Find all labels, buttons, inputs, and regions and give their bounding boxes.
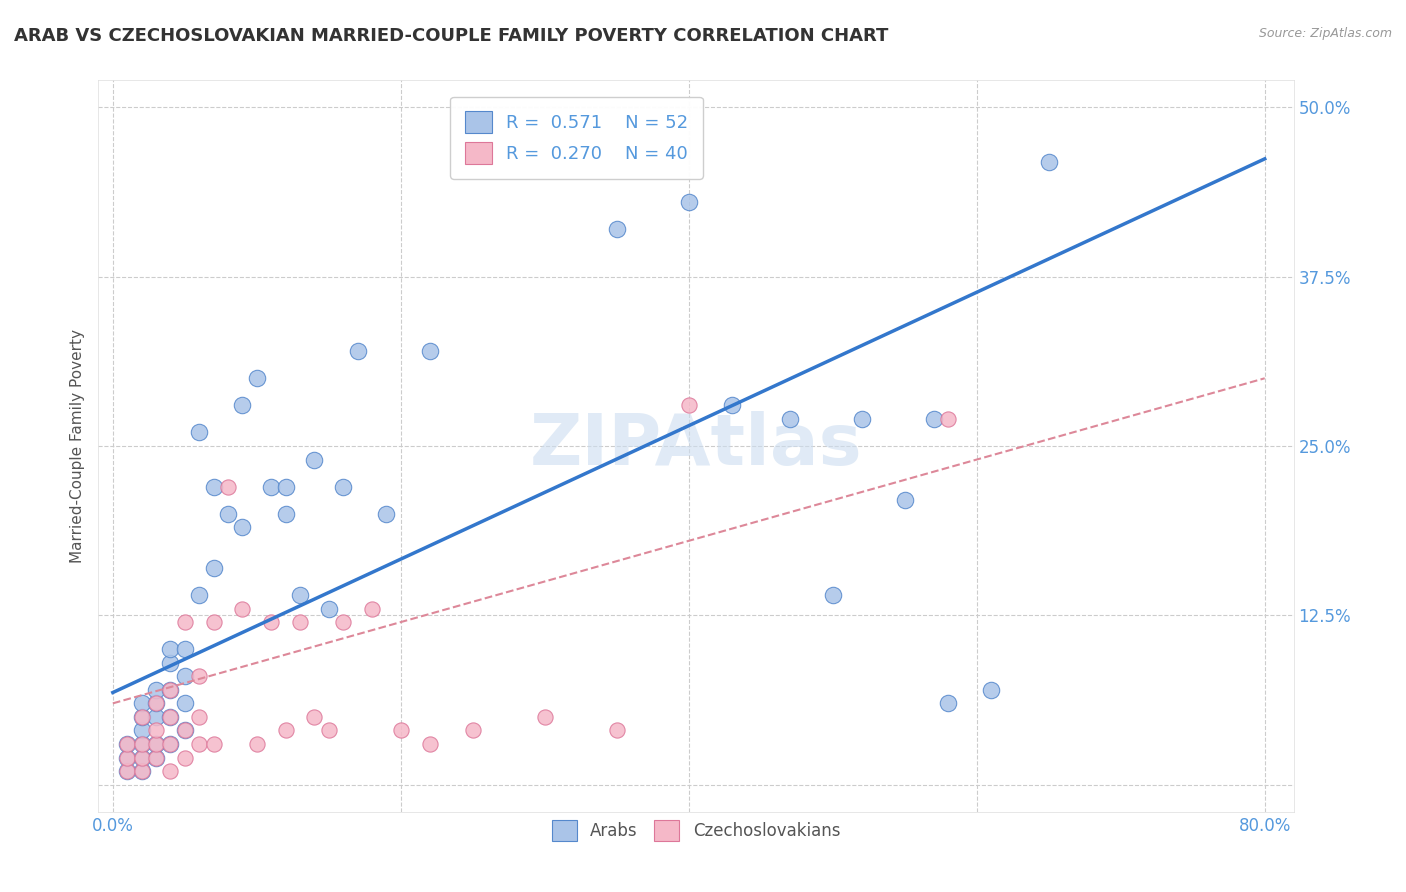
- Point: [159, 642, 181, 657]
- Point: [260, 480, 283, 494]
- Point: [145, 750, 167, 764]
- Text: ZIPAtlas: ZIPAtlas: [530, 411, 862, 481]
- Point: [346, 344, 368, 359]
- Point: [145, 750, 167, 764]
- Point: [145, 697, 167, 711]
- Point: [131, 710, 153, 724]
- Point: [115, 737, 138, 751]
- Point: [606, 723, 628, 738]
- Point: [115, 750, 138, 764]
- Point: [115, 737, 138, 751]
- Point: [173, 723, 195, 738]
- Point: [188, 737, 211, 751]
- Point: [851, 412, 873, 426]
- Point: [145, 723, 167, 738]
- Point: [304, 710, 326, 724]
- Point: [821, 588, 844, 602]
- Point: [159, 682, 181, 697]
- Text: Source: ZipAtlas.com: Source: ZipAtlas.com: [1258, 27, 1392, 40]
- Point: [188, 710, 211, 724]
- Point: [318, 601, 340, 615]
- Point: [115, 750, 138, 764]
- Point: [260, 615, 283, 629]
- Point: [159, 710, 181, 724]
- Point: [131, 710, 153, 724]
- Point: [419, 737, 441, 751]
- Point: [274, 480, 297, 494]
- Point: [288, 615, 311, 629]
- Point: [332, 615, 354, 629]
- Point: [159, 682, 181, 697]
- Point: [461, 723, 484, 738]
- Point: [131, 750, 153, 764]
- Point: [159, 737, 181, 751]
- Point: [318, 723, 340, 738]
- Point: [533, 710, 555, 724]
- Point: [131, 737, 153, 751]
- Point: [922, 412, 945, 426]
- Point: [1038, 154, 1060, 169]
- Point: [246, 371, 269, 385]
- Point: [246, 737, 269, 751]
- Point: [231, 601, 253, 615]
- Text: ARAB VS CZECHOSLOVAKIAN MARRIED-COUPLE FAMILY POVERTY CORRELATION CHART: ARAB VS CZECHOSLOVAKIAN MARRIED-COUPLE F…: [14, 27, 889, 45]
- Point: [217, 480, 239, 494]
- Point: [231, 398, 253, 412]
- Point: [375, 507, 398, 521]
- Point: [188, 588, 211, 602]
- Point: [145, 737, 167, 751]
- Point: [188, 425, 211, 440]
- Point: [678, 398, 700, 412]
- Point: [274, 507, 297, 521]
- Point: [159, 764, 181, 778]
- Point: [159, 710, 181, 724]
- Point: [145, 697, 167, 711]
- Point: [389, 723, 412, 738]
- Point: [893, 493, 915, 508]
- Point: [145, 682, 167, 697]
- Point: [202, 615, 225, 629]
- Y-axis label: Married-Couple Family Poverty: Married-Couple Family Poverty: [69, 329, 84, 563]
- Legend: Arabs, Czechoslovakians: Arabs, Czechoslovakians: [546, 814, 846, 847]
- Point: [131, 723, 153, 738]
- Point: [419, 344, 441, 359]
- Point: [202, 737, 225, 751]
- Point: [217, 507, 239, 521]
- Point: [288, 588, 311, 602]
- Point: [159, 737, 181, 751]
- Point: [678, 195, 700, 210]
- Point: [304, 452, 326, 467]
- Point: [606, 222, 628, 236]
- Point: [131, 750, 153, 764]
- Point: [145, 710, 167, 724]
- Point: [173, 697, 195, 711]
- Point: [131, 737, 153, 751]
- Point: [173, 669, 195, 683]
- Point: [173, 750, 195, 764]
- Point: [115, 764, 138, 778]
- Point: [173, 642, 195, 657]
- Point: [202, 480, 225, 494]
- Point: [361, 601, 384, 615]
- Point: [115, 764, 138, 778]
- Point: [274, 723, 297, 738]
- Point: [145, 737, 167, 751]
- Point: [131, 764, 153, 778]
- Point: [779, 412, 801, 426]
- Point: [173, 615, 195, 629]
- Point: [159, 656, 181, 670]
- Point: [936, 697, 959, 711]
- Point: [332, 480, 354, 494]
- Point: [980, 682, 1002, 697]
- Point: [188, 669, 211, 683]
- Point: [173, 723, 195, 738]
- Point: [231, 520, 253, 534]
- Point: [936, 412, 959, 426]
- Point: [131, 697, 153, 711]
- Point: [131, 764, 153, 778]
- Point: [721, 398, 744, 412]
- Point: [202, 561, 225, 575]
